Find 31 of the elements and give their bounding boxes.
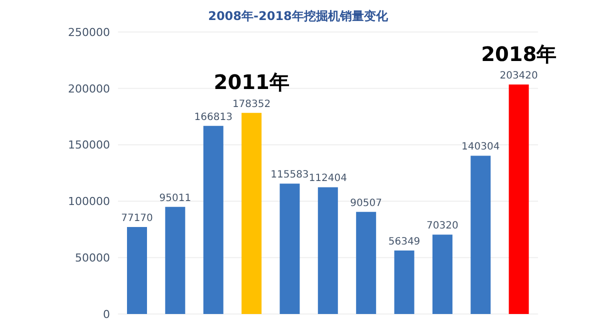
data-label: 112404: [308, 173, 348, 184]
data-label: 90507: [350, 198, 382, 209]
annotation: 2011年: [212, 68, 290, 96]
bar: [394, 250, 414, 314]
y-tick-label: 100000: [68, 195, 110, 208]
bar: [432, 234, 452, 314]
data-label: 178352: [232, 98, 271, 110]
data-label: 166813: [194, 112, 232, 123]
bar: [280, 184, 300, 314]
y-tick-label: 150000: [68, 138, 110, 152]
chart-title: 2008年-2018年挖掘机销量变化: [207, 8, 389, 25]
data-label: 115583: [270, 170, 309, 181]
bar: [318, 187, 338, 314]
data-label: 70320: [426, 220, 458, 232]
data-label: 56349: [388, 236, 420, 248]
data-label: 203420: [500, 70, 538, 82]
bar: [127, 226, 147, 314]
bar: [165, 206, 186, 314]
y-tick-label: 250000: [68, 26, 110, 39]
bar: [203, 126, 224, 314]
y-tick-label: 50000: [75, 252, 110, 265]
bar: [508, 84, 529, 314]
bar: [470, 156, 491, 314]
bar: [242, 112, 262, 314]
y-tick-label: 200000: [68, 82, 110, 96]
data-label: 140304: [462, 142, 500, 153]
bar: [356, 212, 376, 314]
data-label: 95011: [159, 192, 192, 204]
data-label: 77170: [121, 212, 153, 224]
y-tick-label: 0: [103, 308, 110, 321]
annotation: 2018年: [480, 40, 558, 68]
